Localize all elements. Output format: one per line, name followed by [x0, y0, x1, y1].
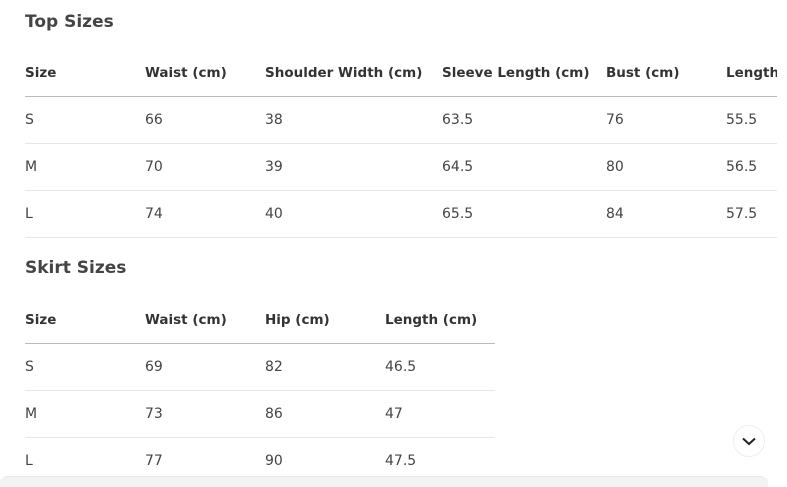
- table-cell: M: [25, 390, 145, 438]
- scroll-down-button[interactable]: [733, 425, 765, 457]
- column-header: Length (cm): [385, 296, 495, 344]
- table-cell: 46.5: [385, 343, 495, 391]
- table-row: L 74 40 65.5 84 57.5: [25, 190, 777, 238]
- table-cell: 38: [265, 96, 442, 144]
- table-cell: 56.5: [726, 143, 777, 191]
- table-cell: 40: [265, 190, 442, 238]
- table-cell: 65.5: [442, 190, 606, 238]
- top-sizes-table: Size Waist (cm) Shoulder Width (cm) Slee…: [25, 49, 777, 238]
- top-sizes-title: Top Sizes: [25, 12, 114, 32]
- column-header: Hip (cm): [265, 296, 385, 344]
- table-row: S 69 82 46.5: [25, 343, 495, 391]
- column-header: Shoulder Width (cm): [265, 49, 442, 97]
- table-row: S 66 38 63.5 76 55.5: [25, 96, 777, 144]
- table-cell: 80: [606, 143, 726, 191]
- column-header: Size: [25, 296, 145, 344]
- table-cell: 74: [145, 190, 265, 238]
- table-cell: M: [25, 143, 145, 191]
- table-cell: L: [25, 190, 145, 238]
- table-header-row: Size Waist (cm) Hip (cm) Length (cm): [25, 296, 495, 344]
- table-cell: 57.5: [726, 190, 777, 238]
- table-cell: 76: [606, 96, 726, 144]
- chevron-down-icon: [742, 437, 756, 445]
- top-sizes-table-wrap: Size Waist (cm) Shoulder Width (cm) Slee…: [25, 49, 777, 238]
- column-header: Waist (cm): [145, 296, 265, 344]
- table-cell: 84: [606, 190, 726, 238]
- table-cell: 47: [385, 390, 495, 438]
- table-cell: 82: [265, 343, 385, 391]
- column-header: Sleeve Length (cm): [442, 49, 606, 97]
- table-cell: S: [25, 343, 145, 391]
- table-header-row: Size Waist (cm) Shoulder Width (cm) Slee…: [25, 49, 777, 97]
- table-row: M 70 39 64.5 80 56.5: [25, 143, 777, 191]
- table-row: M 73 86 47: [25, 390, 495, 438]
- bottom-panel: [0, 476, 768, 487]
- column-header: Waist (cm): [145, 49, 265, 97]
- column-header: Size: [25, 49, 145, 97]
- table-cell: 70: [145, 143, 265, 191]
- table-cell: 66: [145, 96, 265, 144]
- table-cell: 55.5: [726, 96, 777, 144]
- skirt-sizes-table: Size Waist (cm) Hip (cm) Length (cm) S 69…: [25, 296, 495, 485]
- table-cell: 39: [265, 143, 442, 191]
- table-cell: 73: [145, 390, 265, 438]
- table-cell: 86: [265, 390, 385, 438]
- table-cell: 64.5: [442, 143, 606, 191]
- table-cell: 63.5: [442, 96, 606, 144]
- table-cell: S: [25, 96, 145, 144]
- table-cell: 69: [145, 343, 265, 391]
- skirt-sizes-table-wrap: Size Waist (cm) Hip (cm) Length (cm) S 69…: [25, 296, 495, 485]
- column-header: Length (cm): [726, 49, 777, 97]
- skirt-sizes-title: Skirt Sizes: [25, 258, 127, 278]
- column-header: Bust (cm): [606, 49, 726, 97]
